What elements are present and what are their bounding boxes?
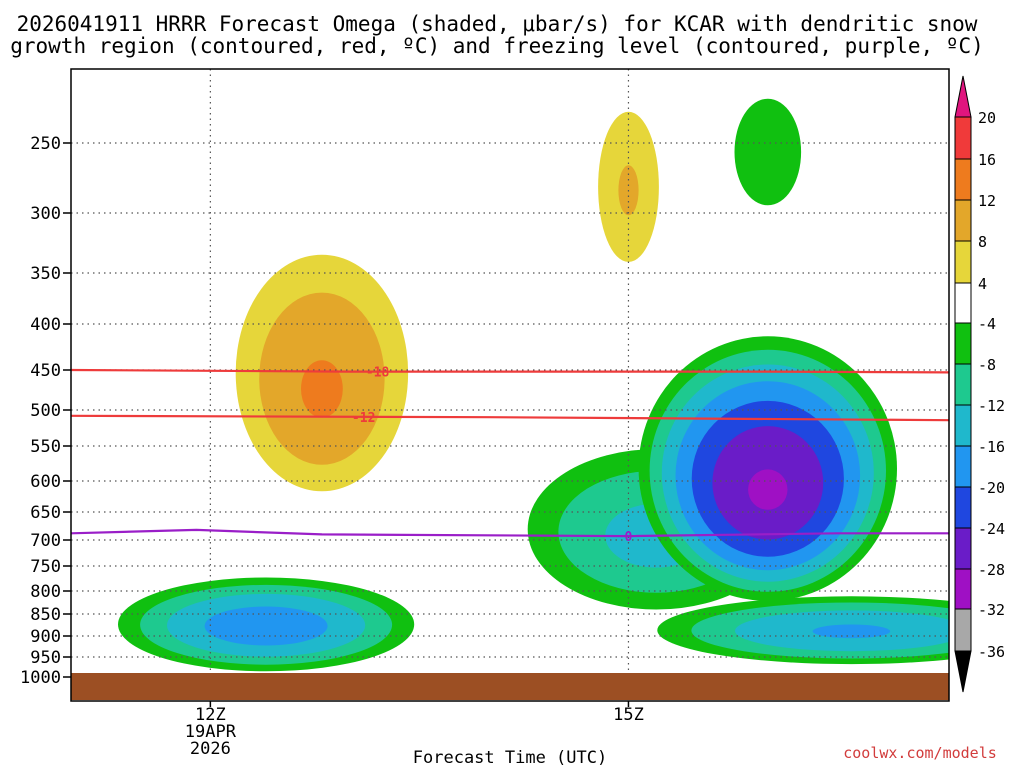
colorbar-segment-1	[954, 158, 972, 201]
colorbar-segment-6	[954, 363, 972, 406]
colorbar: 20 16 12 8 4 -4 -8 -12 -16 -20 -24 -28 -32 -36	[954, 75, 1005, 693]
colorbar-segment-9	[954, 486, 972, 529]
y-tick-label-700: 700	[30, 531, 61, 551]
omega-feature-downdraft-16z-core	[638, 336, 897, 601]
chart-title-line-2: growth region (contoured, red, ºC) and f…	[10, 34, 984, 58]
ground-surface	[71, 673, 949, 700]
x-axis: 12Z19APR202615Z18Z21Z00Z20APR03Z	[185, 701, 644, 759]
isotherm-minus18-line	[71, 368, 949, 374]
colorbar-segment-3	[954, 240, 972, 284]
x-axis-label: Forecast Time (UTC)	[413, 748, 607, 768]
y-tick-label-500: 500	[30, 401, 61, 421]
y-tick-label-450: 450	[30, 361, 61, 381]
colorbar-label-2: 12	[978, 192, 996, 210]
temperature-contours: -18-18-1200	[71, 366, 949, 545]
contour-label-minus18-a: -18	[366, 366, 390, 381]
colorbar-label-4: 4	[978, 275, 987, 293]
colorbar-segment-2	[954, 199, 972, 242]
contour-label-minus12: -12	[352, 411, 375, 426]
omega-level-downdraft-16z-core--28	[748, 469, 788, 510]
colorbar-segment-0	[954, 116, 972, 160]
y-tick-label-550: 550	[30, 437, 61, 457]
colorbar-segment-4	[954, 282, 972, 324]
x-tick-date-12: 19APR	[185, 722, 237, 742]
omega-feature-downdraft-1630z-low	[657, 596, 949, 665]
omega-feature-updraft-15z-top	[598, 111, 659, 263]
plot-frame	[70, 68, 950, 702]
colorbar-label-5: -4	[978, 315, 996, 333]
x-tick-label-15: 15Z	[613, 705, 644, 725]
y-tick-label-300: 300	[30, 204, 61, 224]
y-tick-label-850: 850	[30, 605, 61, 625]
colorbar-segment-11	[954, 568, 972, 610]
chart-title-line-1: 2026041911 HRRR Forecast Omega (shaded, …	[17, 12, 978, 36]
freezing-level-line	[71, 528, 949, 538]
watermark-logo: coolwx.com/models	[843, 744, 997, 762]
y-axis: 2503003504004505005506006507007508008509…	[20, 134, 71, 688]
y-tick-label-600: 600	[30, 472, 61, 492]
x-tick-year-12: 2026	[190, 739, 231, 759]
colorbar-segment-5	[954, 322, 972, 365]
colorbar-label-6: -8	[978, 356, 996, 374]
omega-feature-downdraft-16z-top	[734, 98, 802, 206]
colorbar-segment-7	[954, 404, 972, 447]
y-tick-label-650: 650	[30, 503, 61, 523]
colorbar-label-10: -24	[978, 520, 1005, 538]
colorbar-segment-10	[954, 527, 972, 570]
omega-level-downdraft-12z-low--16	[204, 606, 328, 646]
y-tick-label-750: 750	[30, 557, 61, 577]
contour-label-zero-a: 0	[625, 530, 633, 545]
y-tick-label-900: 900	[30, 627, 61, 647]
y-tick-label-1000: 1000	[20, 668, 61, 688]
colorbar-bottom-arrow	[954, 650, 972, 693]
colorbar-label-9: -20	[978, 479, 1005, 497]
colorbar-top-arrow	[954, 75, 972, 118]
colorbar-label-1: 16	[978, 151, 996, 169]
omega-level-downdraft-1630z-low--16	[812, 624, 891, 639]
colorbar-label-0: 20	[978, 109, 996, 127]
omega-level-updraft-12z-12	[301, 360, 343, 418]
colorbar-label-8: -16	[978, 438, 1005, 456]
y-tick-label-250: 250	[30, 134, 61, 154]
colorbar-label-11: -28	[978, 561, 1005, 579]
colorbar-label-7: -12	[978, 397, 1005, 415]
y-tick-label-800: 800	[30, 582, 61, 602]
colorbar-label-12: -32	[978, 601, 1005, 619]
omega-shading	[118, 98, 949, 672]
omega-feature-updraft-12z	[235, 254, 409, 492]
colorbar-segment-12	[954, 608, 972, 652]
colorbar-label-3: 8	[978, 233, 987, 251]
omega-feature-downdraft-12z-low	[118, 577, 415, 672]
colorbar-label-13: -36	[978, 643, 1005, 661]
colorbar-segment-8	[954, 445, 972, 488]
y-tick-label-950: 950	[30, 648, 61, 668]
x-tick-label-12: 12Z	[195, 705, 226, 725]
omega-level-downdraft-16z-top--4	[734, 98, 802, 206]
y-tick-label-350: 350	[30, 264, 61, 284]
y-tick-label-400: 400	[30, 315, 61, 335]
